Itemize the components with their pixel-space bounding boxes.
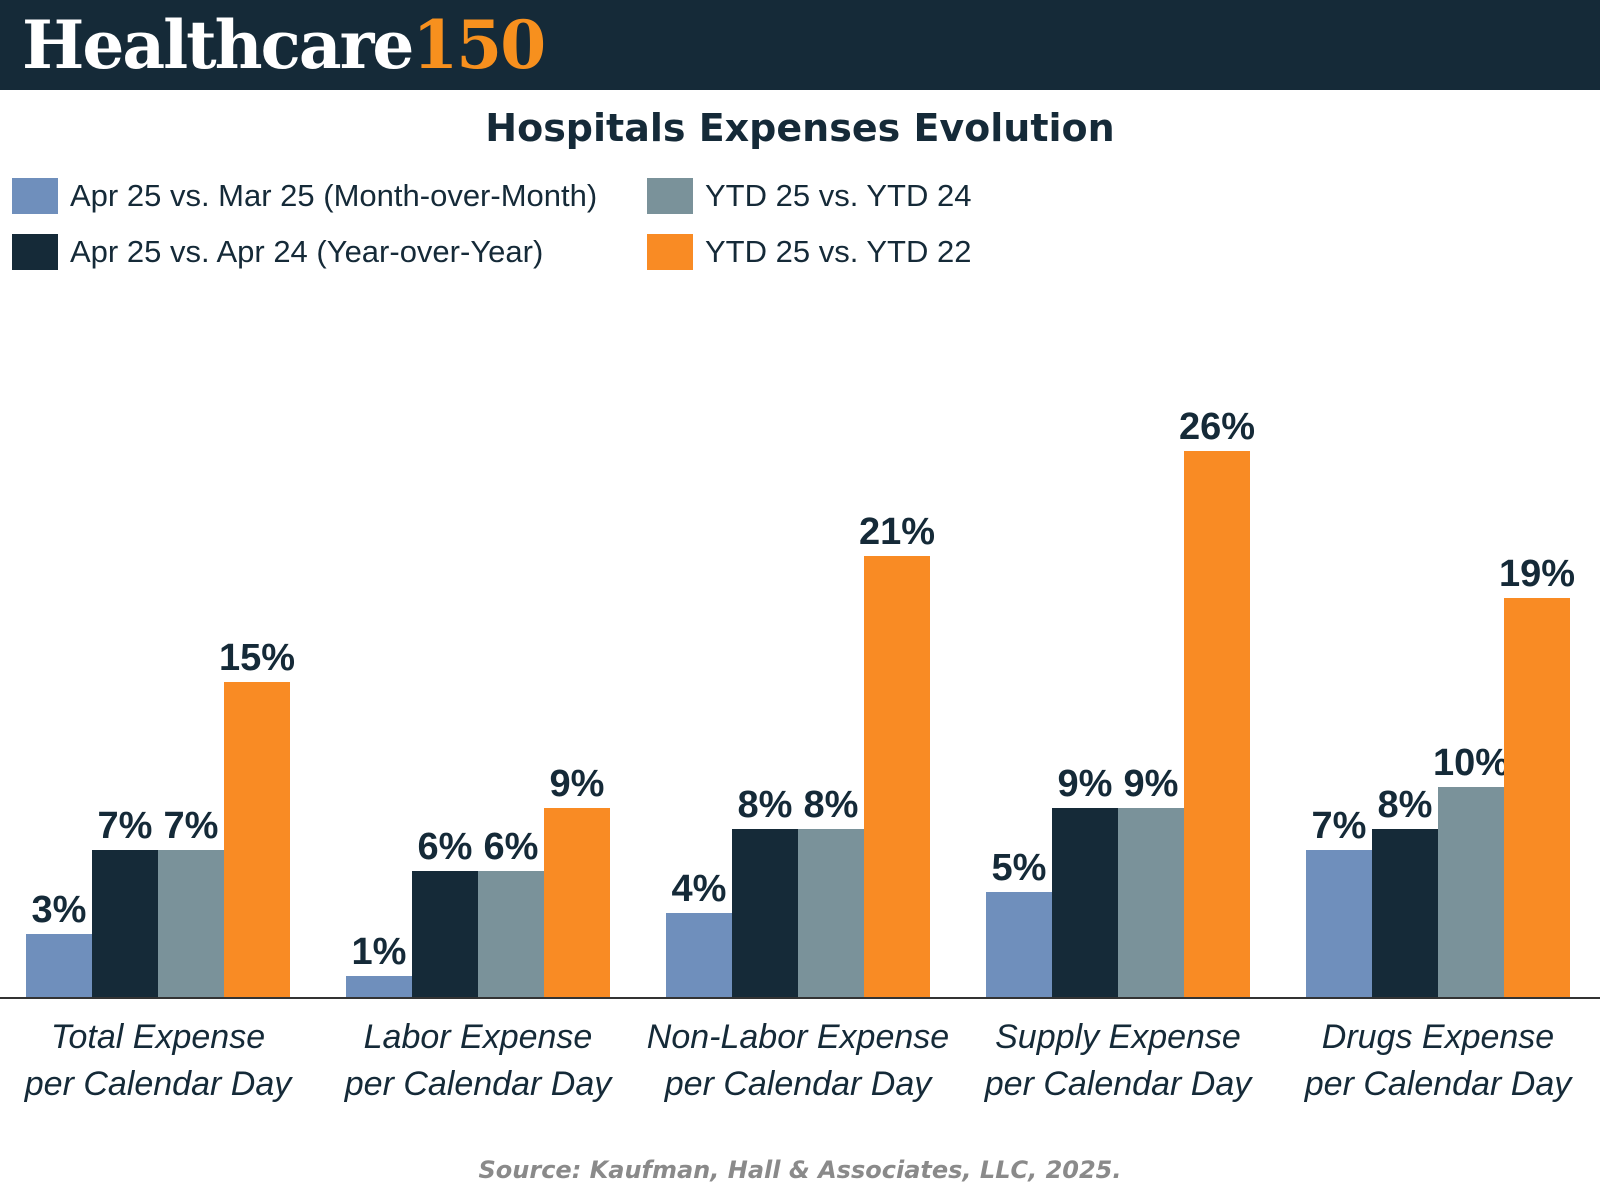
- logo-number: 150: [412, 6, 546, 84]
- data-label-labor-ytd24: 6%: [484, 826, 539, 868]
- legend-swatch-ytd24: [647, 178, 693, 214]
- legend-label-ytd22: YTD 25 vs. YTD 22: [705, 234, 972, 269]
- data-label-total-yoy: 7%: [98, 805, 153, 847]
- category-label-drugs-line1: Drugs Expense: [1322, 1018, 1554, 1056]
- legend-swatch-ytd22: [647, 234, 693, 270]
- data-label-total-ytd24: 7%: [164, 805, 219, 847]
- bar-labor-ytd24: [478, 871, 544, 997]
- legend-swatch-yoy: [12, 234, 58, 270]
- category-label-labor-line2: per Calendar Day: [344, 1065, 613, 1103]
- bar-total-ytd22: [224, 682, 290, 997]
- data-label-drugs-yoy: 8%: [1378, 784, 1433, 826]
- bar-non-labor-yoy: [732, 829, 798, 997]
- data-label-drugs-ytd22: 19%: [1499, 553, 1575, 595]
- data-label-labor-ytd22: 9%: [550, 763, 605, 805]
- legend-item-ytd22: YTD 25 vs. YTD 22: [647, 233, 971, 271]
- chart-title: Hospitals Expenses Evolution: [485, 106, 1115, 150]
- data-label-total-ytd22: 15%: [219, 637, 295, 679]
- bar-total-mom: [26, 934, 92, 997]
- data-label-labor-yoy: 6%: [418, 826, 473, 868]
- data-label-supply-ytd22: 26%: [1179, 406, 1255, 448]
- bar-supply-yoy: [1052, 808, 1118, 997]
- legend-item-mom: Apr 25 vs. Mar 25 (Month-over-Month): [12, 177, 597, 215]
- bar-supply-ytd22: [1184, 451, 1250, 997]
- bar-labor-yoy: [412, 871, 478, 997]
- category-label-supply-line2: per Calendar Day: [984, 1065, 1253, 1103]
- category-label-non-labor-line1: Non-Labor Expense: [647, 1018, 949, 1056]
- data-label-non-labor-ytd24: 8%: [804, 784, 859, 826]
- data-label-supply-mom: 5%: [992, 847, 1047, 889]
- data-label-non-labor-mom: 4%: [672, 868, 727, 910]
- bar-labor-mom: [346, 976, 412, 997]
- bar-drugs-ytd22: [1504, 598, 1570, 997]
- data-label-non-labor-yoy: 8%: [738, 784, 793, 826]
- data-label-supply-ytd24: 9%: [1124, 763, 1179, 805]
- data-label-labor-mom: 1%: [352, 931, 407, 973]
- bar-non-labor-ytd24: [798, 829, 864, 997]
- category-label-total-line1: Total Expense: [51, 1018, 265, 1056]
- data-label-drugs-mom: 7%: [1312, 805, 1367, 847]
- header-bar: Healthcare150: [0, 0, 1600, 90]
- legend-item-ytd24: YTD 25 vs. YTD 24: [647, 177, 971, 215]
- legend-item-yoy: Apr 25 vs. Apr 24 (Year-over-Year): [12, 233, 543, 271]
- logo-word: Healthcare: [22, 6, 414, 84]
- category-label-drugs-line2: per Calendar Day: [1304, 1065, 1573, 1103]
- legend-label-mom: Apr 25 vs. Mar 25 (Month-over-Month): [70, 178, 598, 213]
- category-label-labor-line1: Labor Expense: [364, 1018, 593, 1056]
- category-label-non-labor-line2: per Calendar Day: [664, 1065, 933, 1103]
- bar-total-yoy: [92, 850, 158, 997]
- category-label-supply-line1: Supply Expense: [995, 1018, 1241, 1056]
- legend-label-ytd24: YTD 25 vs. YTD 24: [705, 178, 972, 213]
- legend-label-yoy: Apr 25 vs. Apr 24 (Year-over-Year): [70, 234, 544, 269]
- bar-non-labor-mom: [666, 913, 732, 997]
- bar-labor-ytd22: [544, 808, 610, 997]
- data-label-total-mom: 3%: [32, 889, 87, 931]
- legend-swatch-mom: [12, 178, 58, 214]
- bar-total-ytd24: [158, 850, 224, 997]
- data-label-non-labor-ytd22: 21%: [859, 511, 935, 553]
- bar-drugs-ytd24: [1438, 787, 1504, 997]
- bar-supply-mom: [986, 892, 1052, 997]
- data-label-supply-yoy: 9%: [1058, 763, 1113, 805]
- bar-drugs-mom: [1306, 850, 1372, 997]
- category-label-total-line2: per Calendar Day: [24, 1065, 293, 1103]
- source-note: Source: Kaufman, Hall & Associates, LLC,…: [478, 1156, 1122, 1184]
- bar-drugs-yoy: [1372, 829, 1438, 997]
- bar-non-labor-ytd22: [864, 556, 930, 997]
- bar-supply-ytd24: [1118, 808, 1184, 997]
- logo: Healthcare150: [22, 2, 546, 88]
- data-label-drugs-ytd24: 10%: [1433, 742, 1509, 784]
